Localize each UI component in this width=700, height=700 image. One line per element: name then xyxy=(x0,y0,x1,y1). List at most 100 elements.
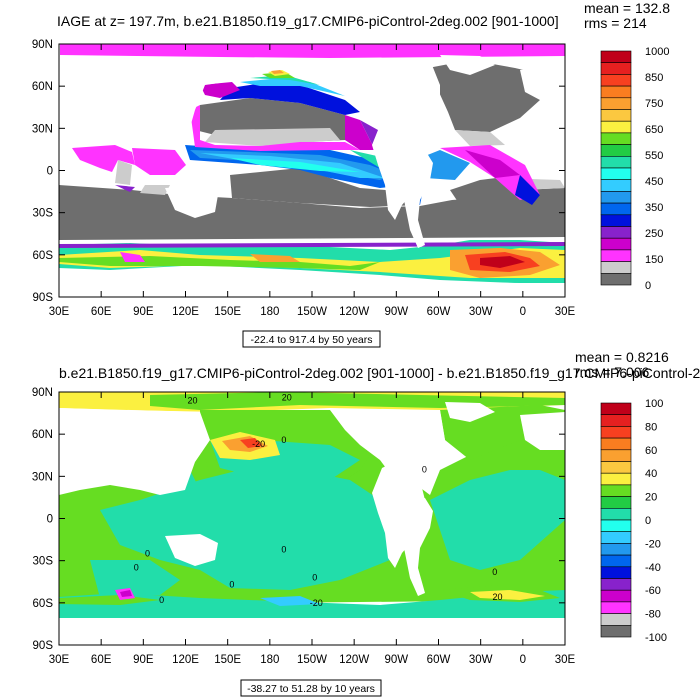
x-tick-label: 120W xyxy=(339,654,369,666)
x-tick-label: 30E xyxy=(49,306,70,318)
contour-label: 0 xyxy=(145,549,150,559)
colorbar-swatch xyxy=(600,272,632,286)
x-tick-label: 120E xyxy=(172,654,199,666)
y-tick-label: 0 xyxy=(47,166,53,178)
x-tick-label: 30W xyxy=(469,306,493,318)
colorbar-label: 150 xyxy=(645,254,663,266)
y-tick-label: 30N xyxy=(32,471,53,483)
contour-label: 20 xyxy=(188,395,198,405)
colorbar-swatch xyxy=(600,566,632,579)
land-australia xyxy=(165,186,218,218)
y-tick-label: 60S xyxy=(33,250,54,262)
contour-label: -20 xyxy=(252,439,265,449)
land-north-america xyxy=(330,60,440,138)
colorbar-label: 40 xyxy=(645,468,657,480)
y-tick-label: 30S xyxy=(33,208,54,220)
contour-label: 0 xyxy=(422,464,427,474)
x-tick-label: 150E xyxy=(214,306,241,318)
y-tick-label: 30S xyxy=(33,556,54,568)
stat-mean: mean = 132.8 xyxy=(584,0,670,16)
chart-title: IAGE at z= 197.7m, b.e21.B1850.f19_g17.C… xyxy=(57,13,559,29)
colorbar-swatch xyxy=(600,50,632,63)
colorbar: 1000 850 750 650 550 450 350 250 150 0 xyxy=(600,46,669,292)
y-tick-label: 0 xyxy=(47,514,53,526)
y-tick-label: 30N xyxy=(32,123,53,135)
colorbar-swatch xyxy=(600,426,632,439)
contour-label: 20 xyxy=(493,592,503,602)
colorbar-swatch xyxy=(600,554,632,568)
x-tick-label: 120E xyxy=(172,306,199,318)
colorbar-swatch xyxy=(600,144,632,157)
colorbar-swatch xyxy=(600,85,632,99)
colorbar-swatch xyxy=(600,214,632,227)
iage-map-panel: IAGE at z= 197.7m, b.e21.B1850.f19_g17.C… xyxy=(32,0,670,348)
axis-ticks: 30E 60E 90E 120E 150E 180 150W 120W 90W 60W 30W 0 30… xyxy=(32,387,576,666)
colorbar-swatch xyxy=(600,578,632,591)
y-tick-label: 60S xyxy=(33,598,54,610)
contour-info: -38.27 to 51.28 by 10 years xyxy=(247,683,375,695)
x-tick-label: 60E xyxy=(91,306,112,318)
contour-label: 0 xyxy=(134,563,139,573)
colorbar-swatch xyxy=(600,496,632,509)
colorbar-swatch xyxy=(600,414,632,427)
y-tick-label: 90N xyxy=(32,387,53,399)
field-layer xyxy=(59,392,565,645)
colorbar-label: -20 xyxy=(645,538,661,550)
colorbar-swatch xyxy=(600,261,632,274)
colorbar-swatch xyxy=(600,472,632,486)
stat-rms: rms = 214 xyxy=(584,15,647,31)
colorbar-label: 1000 xyxy=(645,46,669,58)
contour-info: -22.4 to 917.4 by 50 years xyxy=(251,334,373,346)
colorbar-swatch xyxy=(600,179,632,192)
x-tick-label: 180 xyxy=(260,654,279,666)
colorbar-swatch xyxy=(600,449,632,462)
land-greenland xyxy=(440,55,495,75)
x-tick-label: 90E xyxy=(133,306,154,318)
colorbar-swatch xyxy=(600,543,632,556)
colorbar-swatch xyxy=(600,613,632,626)
colorbar-label: -100 xyxy=(645,632,667,644)
colorbar: 100 80 60 40 20 0 -20 -40 -60 -80 -100 xyxy=(600,398,667,644)
colorbar-swatch xyxy=(600,237,632,251)
x-tick-label: 0 xyxy=(520,306,526,318)
x-tick-label: 90W xyxy=(385,306,409,318)
contour-info-box: -22.4 to 917.4 by 50 years xyxy=(242,330,381,348)
colorbar-swatch xyxy=(600,109,632,122)
colorbar-label: -60 xyxy=(645,585,661,597)
colorbar-swatch xyxy=(600,156,632,169)
colorbar-swatch xyxy=(600,226,632,239)
contour-label: 0 xyxy=(159,595,164,605)
colorbar-swatch xyxy=(600,519,632,532)
contour-label: 0 xyxy=(312,573,317,583)
land-north-america xyxy=(330,410,445,485)
colorbar-swatch xyxy=(600,507,632,521)
land-europe xyxy=(520,65,565,100)
land-asia xyxy=(59,408,210,495)
x-tick-label: 30E xyxy=(49,654,70,666)
field-layer xyxy=(59,44,565,297)
colorbar-swatch xyxy=(600,132,632,145)
x-tick-label: 60W xyxy=(427,306,451,318)
colorbar-swatch xyxy=(600,167,632,180)
colorbar-label: 60 xyxy=(645,445,657,457)
colorbar-swatch xyxy=(600,589,632,603)
colorbar-swatch xyxy=(600,202,632,216)
y-tick-label: 90N xyxy=(32,39,53,51)
land-europe xyxy=(520,412,565,450)
land-south-america xyxy=(400,150,433,248)
x-tick-label: 60E xyxy=(91,654,112,666)
colorbar-swatch xyxy=(600,624,632,638)
contour-info-box: -38.27 to 51.28 by 10 years xyxy=(240,679,382,697)
contour-label: 0 xyxy=(281,544,286,554)
colorbar-label: 0 xyxy=(645,515,651,527)
colorbar-swatch xyxy=(600,402,632,415)
x-tick-label: 150W xyxy=(297,654,327,666)
stat-mean: mean = 0.8216 xyxy=(575,349,669,365)
colorbar-label: 350 xyxy=(645,202,663,214)
colorbar-swatch xyxy=(600,62,632,75)
land-south-america xyxy=(400,498,433,596)
land-greenland xyxy=(445,402,495,422)
x-tick-label: 30E xyxy=(555,306,576,318)
x-tick-label: 120W xyxy=(339,306,369,318)
x-tick-label: 30W xyxy=(469,654,493,666)
